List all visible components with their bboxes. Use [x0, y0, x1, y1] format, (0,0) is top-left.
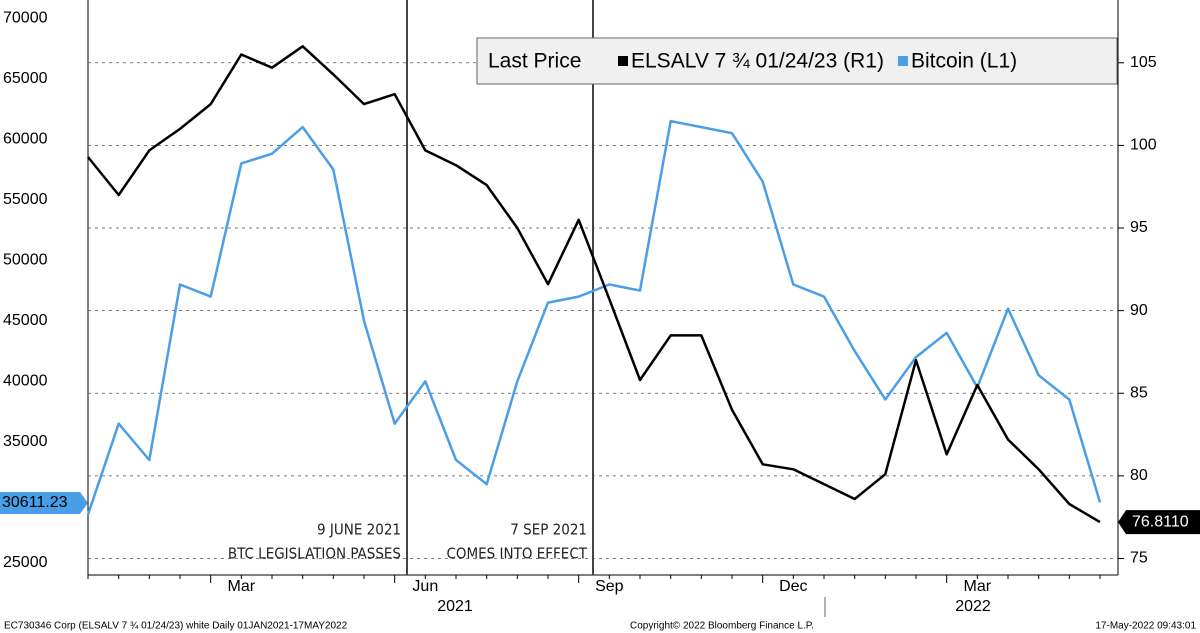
- annotation-text: BTC LEGISLATION PASSES: [228, 545, 401, 563]
- legend-box: [476, 37, 1118, 85]
- x-tick-label: Sep: [595, 578, 624, 595]
- year-label: 2022: [955, 598, 991, 615]
- footer-left: EC730346 Corp (ELSALV 7 ¾ 01/24/23) whit…: [4, 621, 348, 632]
- series-line: [86, 119, 1102, 515]
- y-tick-label: 55000: [3, 191, 48, 208]
- y-tick-label: 25000: [3, 554, 48, 571]
- y2-tick-label: 75: [1130, 550, 1148, 567]
- y2-tick-label: 100: [1130, 137, 1157, 154]
- y-tick-label: 40000: [3, 373, 48, 390]
- last-value-label: 76.8110: [1132, 513, 1189, 530]
- x-tick-label: Dec: [779, 578, 807, 595]
- x-tick-label: Mar: [964, 578, 992, 595]
- legend-title: Last Price: [488, 50, 581, 73]
- annotation-date: 9 JUNE 2021: [317, 521, 401, 539]
- annotation-text: COMES INTO EFFECT: [446, 545, 587, 563]
- legend-swatch: [897, 56, 908, 66]
- year-label: 2021: [437, 598, 473, 615]
- legend-label: ELSALV 7 ¾ 01/24/23 (R1): [631, 50, 884, 73]
- legend-swatch: [618, 56, 628, 66]
- x-tick-label: Mar: [228, 578, 256, 595]
- y2-tick-label: 105: [1130, 54, 1157, 71]
- y2-tick-label: 85: [1130, 384, 1148, 401]
- last-label-box: [1118, 510, 1200, 535]
- x-tick-label: Jun: [412, 578, 438, 595]
- y2-tick-label: 95: [1130, 219, 1148, 236]
- footer-right: 17-May-2022 09:43:01: [1095, 621, 1196, 632]
- last-value-label: 30611.23: [2, 494, 68, 511]
- legend-label: Bitcoin (L1): [911, 50, 1017, 73]
- annotation-date: 7 SEP 2021: [510, 521, 587, 539]
- last-label-box: [0, 492, 88, 514]
- y-tick-label: 35000: [3, 433, 48, 450]
- footer-center: Copyright© 2022 Bloomberg Finance L.P.: [630, 621, 814, 632]
- y-tick-label: 45000: [3, 312, 48, 329]
- y-tick-label: 70000: [3, 9, 48, 26]
- y-tick-label: 65000: [3, 70, 48, 87]
- y-tick-label: 50000: [3, 251, 48, 268]
- series-line: [87, 45, 1101, 524]
- y2-tick-label: 80: [1130, 467, 1148, 484]
- y2-tick-label: 90: [1130, 302, 1148, 319]
- y-tick-label: 60000: [3, 130, 48, 147]
